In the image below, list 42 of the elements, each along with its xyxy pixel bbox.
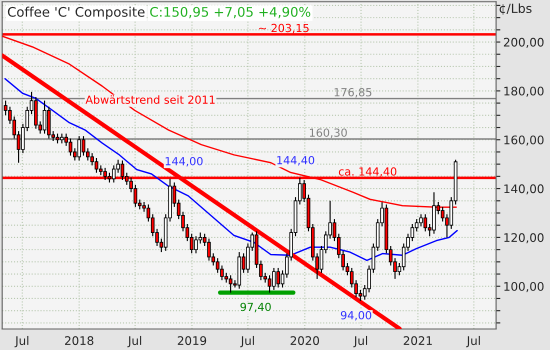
annotation: 94,00 [340,311,372,321]
ref-line-label: 160,30 [310,128,347,138]
candlestick [220,264,224,281]
x-tick-label: 2019 [178,336,206,346]
annotation: 144,00 [166,156,203,166]
chart-subtitle: C:150,95 +7,05 +4,90% [150,6,310,18]
candlestick [419,214,423,227]
candlestick [94,157,98,174]
ref-line-label: ca. 144,40 [338,167,396,177]
y-tick-label: 140,00 [504,184,544,194]
candlestick [276,267,280,288]
y-tick-label: 100,00 [504,282,544,292]
candlestick [42,100,46,134]
annotation: Abwärtstrend seit 2011 [86,95,215,104]
y-tick-label: 160,00 [504,135,544,146]
x-tick-label: Jul [127,336,142,348]
x-tick-label: 2018 [65,336,94,346]
candlestick [228,274,232,294]
y-axis-title: ¢/Lbs [500,3,532,15]
candlestick [134,184,138,208]
annotation: 97,40 [240,302,271,312]
y-tick-label: 180,00 [504,86,544,97]
candlestick [224,272,228,284]
candlestick [112,164,116,184]
candlestick [82,136,86,156]
y-tick-label: 200,00 [504,38,544,48]
chart-title: Coffee 'C' Composite [8,6,145,20]
candlestick [268,274,272,294]
candlestick [207,238,211,262]
x-tick-label: 2021 [404,336,432,346]
candlestick [56,133,60,144]
candlestick [68,138,72,156]
annotation: 144,40 [277,156,314,166]
y-tick-label: 120,00 [504,233,544,244]
x-tick-label: Jul [353,336,368,348]
x-tick-label: Jul [240,336,254,348]
candlestick [194,236,198,254]
ref-line-label: ~ 203,15 [259,24,309,34]
x-tick-label: Jul [14,336,28,348]
ref-line-label: 176,85 [334,88,372,98]
x-tick-label: Jul [466,336,480,348]
x-tick-label: 2020 [290,336,320,346]
